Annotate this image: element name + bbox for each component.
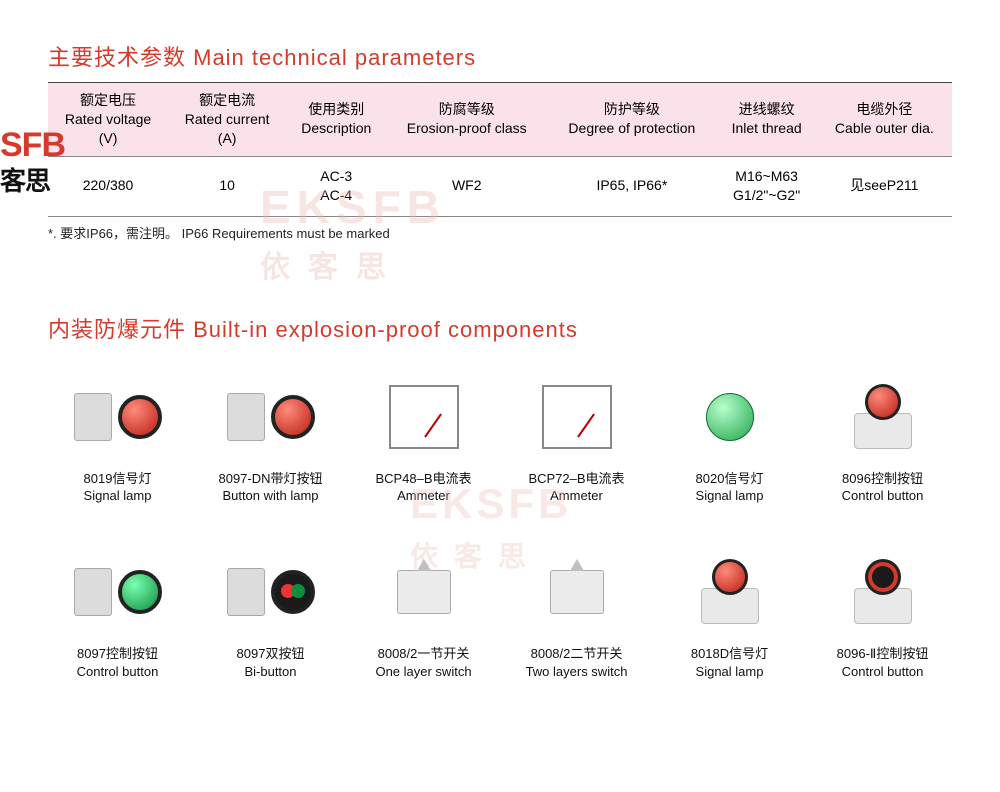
component-item: 8096控制按钮 Control button [813, 370, 952, 505]
component-icon [828, 545, 938, 639]
wm-sub: 客思 [0, 161, 65, 198]
component-icon [369, 370, 479, 464]
component-icon [828, 370, 938, 464]
component-icon [675, 545, 785, 639]
component-icon [675, 370, 785, 464]
component-icon [63, 545, 173, 639]
component-caption: 8018D信号灯 Signal lamp [660, 645, 799, 680]
component-caption: 8097控制按钮 Control button [48, 645, 187, 680]
component-caption: 8096-Ⅱ控制按钮 Control button [813, 645, 952, 680]
col-1: 额定电流Rated current(A) [168, 83, 286, 157]
wm-logo: SFB [0, 130, 65, 161]
component-item: 8019信号灯 Signal lamp [48, 370, 187, 505]
component-item: BCP48–B电流表 Ammeter [354, 370, 493, 505]
col-6: 电缆外径Cable outer dia. [817, 83, 952, 157]
col-2: 使用类别Description [286, 83, 386, 157]
spec-footnote: *. 要求IP66，需注明。 IP66 Requirements must be… [48, 223, 952, 242]
component-caption: 8097-DN带灯按钮 Button with lamp [201, 470, 340, 505]
section1-title: 主要技术参数 Main technical parameters [48, 40, 952, 72]
component-caption: BCP72–B电流表 Ammeter [507, 470, 646, 505]
component-grid: 8019信号灯 Signal lamp 8097-DN带灯按钮 Button wi… [48, 370, 952, 680]
component-item: 8097-DN带灯按钮 Button with lamp [201, 370, 340, 505]
component-caption: BCP48–B电流表 Ammeter [354, 470, 493, 505]
component-item: 8008/2一节开关 One layer switch [354, 545, 493, 680]
table-row: 220/380 10 AC-3 AC-4 WF2 IP65, IP66* M16… [48, 156, 952, 216]
col-4: 防护等级Degree of protection [547, 83, 716, 157]
component-icon [369, 545, 479, 639]
spec-table: 额定电压Rated voltage(V) 额定电流Rated current(A… [48, 82, 952, 217]
component-caption: 8096控制按钮 Control button [813, 470, 952, 505]
component-icon [522, 545, 632, 639]
component-item: BCP72–B电流表 Ammeter [507, 370, 646, 505]
component-item: 8096-Ⅱ控制按钮 Control button [813, 545, 952, 680]
component-item: 8097控制按钮 Control button [48, 545, 187, 680]
component-item: 8097双按钮 Bi-button [201, 545, 340, 680]
component-caption: 8019信号灯 Signal lamp [48, 470, 187, 505]
component-caption: 8020信号灯 Signal lamp [660, 470, 799, 505]
component-icon [63, 370, 173, 464]
component-caption: 8097双按钮 Bi-button [201, 645, 340, 680]
col-5: 进线螺纹Inlet thread [717, 83, 817, 157]
component-icon [216, 370, 326, 464]
component-item: 8020信号灯 Signal lamp [660, 370, 799, 505]
section2-title: 内装防爆元件 Built-in explosion-proof componen… [48, 312, 952, 344]
component-icon [216, 545, 326, 639]
component-item: 8008/2二节开关 Two layers switch [507, 545, 646, 680]
col-3: 防腐等级Erosion-proof class [386, 83, 547, 157]
component-caption: 8008/2二节开关 Two layers switch [507, 645, 646, 680]
col-0: 额定电压Rated voltage(V) [48, 83, 168, 157]
page-watermark-left: SFB 客思 [0, 130, 65, 198]
component-caption: 8008/2一节开关 One layer switch [354, 645, 493, 680]
component-icon [522, 370, 632, 464]
component-item: 8018D信号灯 Signal lamp [660, 545, 799, 680]
